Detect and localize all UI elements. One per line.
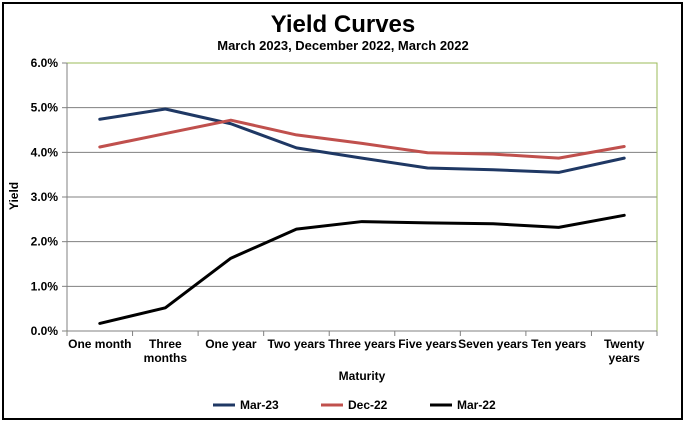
- x-axis-label: Maturity: [339, 369, 386, 383]
- y-tick-labels: 0.0% 1.0% 2.0% 3.0% 4.0% 5.0% 6.0%: [31, 56, 59, 338]
- y-axis-label: Yield: [7, 182, 21, 210]
- x-tick-label: Two years: [268, 337, 326, 351]
- series-lines: [98, 107, 626, 325]
- x-tick-labels: One month Three months One year Two years Thr…: [68, 337, 645, 365]
- y-tick-label: 1.0%: [31, 279, 59, 293]
- x-tick-label: Ten years: [531, 337, 586, 351]
- x-tick-label: Three months: [144, 337, 188, 365]
- x-tick-label: Twenty years: [604, 337, 645, 365]
- chart-frame: [2, 2, 683, 420]
- legend-label: Dec-22: [348, 398, 388, 412]
- x-tick-label: One year: [205, 337, 257, 351]
- x-tick-label: Five years: [398, 337, 457, 351]
- y-tick-label: 4.0%: [31, 145, 59, 159]
- series-line-mar-22: [98, 213, 626, 325]
- y-tick-label: 0.0%: [31, 324, 59, 338]
- series-line-dec-22: [98, 118, 626, 160]
- x-tick-label: Three years: [328, 337, 396, 351]
- legend-label: Mar-23: [240, 398, 279, 412]
- x-tick-label: Seven years: [458, 337, 528, 351]
- gridlines: [62, 62, 658, 336]
- legend: Mar-23 Dec-22 Mar-22: [213, 398, 496, 412]
- y-tick-label: 6.0%: [31, 56, 59, 70]
- legend-label: Mar-22: [457, 398, 496, 412]
- chart-title: Yield Curves: [271, 11, 416, 38]
- y-tick-label: 5.0%: [31, 101, 59, 115]
- x-tick-label: One month: [68, 337, 131, 351]
- chart-subtitle: March 2023, December 2022, March 2022: [217, 38, 469, 53]
- y-tick-label: 2.0%: [31, 235, 59, 249]
- series-line-mar-23: [98, 107, 626, 174]
- y-tick-label: 3.0%: [31, 190, 59, 204]
